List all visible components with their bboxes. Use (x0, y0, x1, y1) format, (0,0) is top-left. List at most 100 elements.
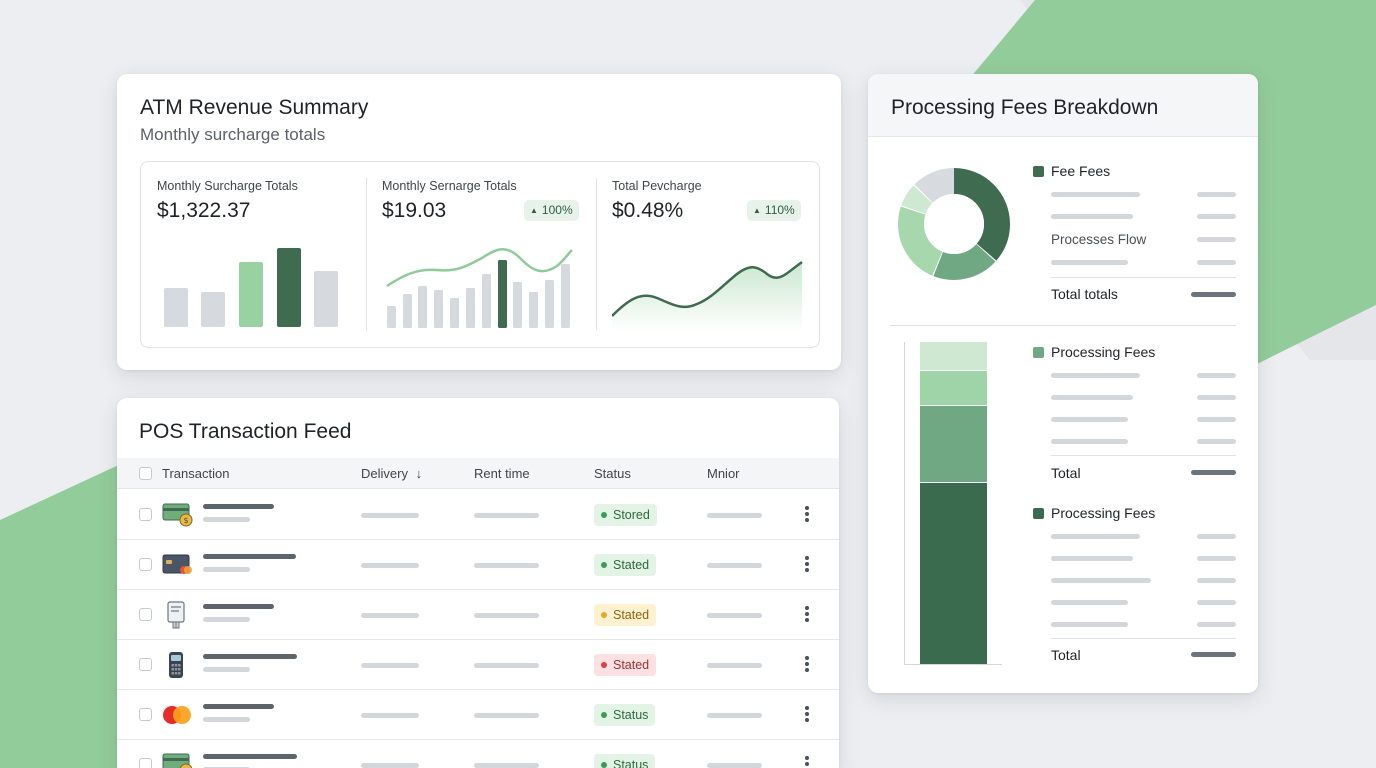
transaction-name (203, 754, 297, 759)
legend-label: Fee Fees (1051, 163, 1111, 179)
fee-item-value (1197, 556, 1236, 561)
minor-value (707, 763, 762, 768)
kpi-sernarge-totals[interactable]: Monthly Sernarge Totals $19.03 ▲ 100% (367, 162, 596, 347)
transaction-name (203, 504, 274, 509)
fees-card-header: Processing Fees Breakdown (868, 74, 1258, 137)
receipt-printer-icon (167, 601, 185, 629)
row-menu-icon[interactable] (804, 756, 810, 768)
transaction-name (203, 704, 274, 709)
status-dot (601, 512, 607, 518)
table-row[interactable]: Status (117, 740, 839, 768)
fee-item-name (1051, 214, 1133, 219)
rent-time-value (474, 713, 539, 718)
fees-card-title: Processing Fees Breakdown (891, 96, 1159, 119)
area-line (612, 261, 803, 317)
table-row[interactable]: Status (117, 690, 839, 740)
table-row[interactable]: Stated (117, 640, 839, 690)
section-total-value (1191, 652, 1236, 657)
svg-text:$: $ (183, 516, 188, 525)
bar (482, 274, 491, 328)
fee-item-name (1051, 556, 1133, 561)
pos-card-title: POS Transaction Feed (139, 420, 352, 443)
bar (201, 292, 225, 327)
column-minor[interactable]: Mnior (707, 466, 740, 481)
mastercard-icon (163, 706, 191, 724)
transaction-detail (203, 717, 250, 722)
status-badge: Status (594, 754, 656, 768)
legend-label: Processing Fees (1051, 505, 1156, 521)
row-menu-icon[interactable] (804, 706, 810, 724)
bar (277, 248, 301, 327)
bar (434, 290, 443, 328)
column-delivery[interactable]: Delivery ↓ (361, 466, 422, 481)
legend-fee-fees[interactable]: Fee Fees (1033, 163, 1110, 179)
row-menu-icon[interactable] (804, 606, 810, 624)
fee-item-name (1051, 373, 1140, 378)
kpi-bar-chart (164, 248, 338, 327)
fee-item-name (1051, 260, 1128, 265)
row-menu-icon[interactable] (804, 656, 810, 674)
bar (403, 294, 412, 328)
status-badge: Status (594, 704, 656, 726)
transaction-name (203, 654, 297, 659)
fee-item-value (1197, 214, 1236, 219)
bar (314, 271, 338, 327)
fee-item-name (1051, 622, 1128, 627)
status-dot (601, 762, 607, 768)
divider (1051, 277, 1236, 278)
section-divider (890, 325, 1236, 326)
bar (513, 282, 522, 328)
column-transaction[interactable]: Transaction (162, 466, 230, 481)
fee-item-name (1051, 192, 1140, 197)
bar (545, 280, 554, 328)
table-row[interactable]: Stated (117, 590, 839, 640)
row-menu-icon[interactable] (804, 556, 810, 574)
fee-item-value (1197, 260, 1236, 265)
column-rent-time[interactable]: Rent time (474, 466, 530, 481)
table-header: Transaction Delivery ↓ Rent time Status … (117, 458, 839, 489)
fee-item-value (1197, 534, 1236, 539)
table-row[interactable]: Stated (117, 540, 839, 590)
status-badge: Stated (594, 654, 657, 676)
pos-terminal-icon (169, 652, 183, 678)
column-status[interactable]: Status (594, 466, 631, 481)
fee-item-value (1197, 439, 1236, 444)
row-checkbox[interactable] (139, 708, 152, 721)
status-badge: Stated (594, 604, 657, 626)
legend-swatch (1033, 508, 1044, 519)
row-checkbox[interactable] (139, 658, 152, 671)
arrow-down-icon: ↓ (415, 466, 423, 481)
divider (1051, 638, 1236, 639)
transaction-name (203, 604, 274, 609)
legend-processing-fees-2[interactable]: Processing Fees (1033, 505, 1155, 521)
kpi-value: $1,322.37 (157, 199, 251, 222)
status-dot (601, 712, 607, 718)
row-checkbox[interactable] (139, 558, 152, 571)
delivery-value (361, 613, 419, 618)
kpi-surcharge-totals[interactable]: Monthly Surcharge Totals $1,322.37 (141, 162, 366, 347)
cash-coin-icon (162, 753, 193, 768)
kpi-label: Monthly Surcharge Totals (157, 179, 298, 193)
row-checkbox[interactable] (139, 758, 152, 768)
kpi-total-pevcharge[interactable]: Total Pevcharge $0.48% ▲ 110% (597, 162, 821, 347)
rent-time-value (474, 663, 539, 668)
row-menu-icon[interactable] (804, 506, 810, 524)
transaction-detail (203, 567, 250, 572)
legend-processing-fees[interactable]: Processing Fees (1033, 344, 1155, 360)
row-checkbox[interactable] (139, 508, 152, 521)
status-dot (601, 662, 607, 668)
table-row[interactable]: $ Stored (117, 490, 839, 540)
row-checkbox[interactable] (139, 608, 152, 621)
bar (466, 288, 475, 328)
rent-time-value (474, 563, 539, 568)
kpi-label: Monthly Sernarge Totals (382, 179, 517, 193)
kpi-combo-chart (386, 248, 573, 328)
atm-card-title: ATM Revenue Summary (140, 96, 369, 119)
section-total-label: Total (1051, 647, 1081, 663)
select-all-checkbox[interactable] (139, 467, 152, 480)
minor-value (707, 613, 762, 618)
minor-value (707, 663, 762, 668)
fee-item-name (1051, 534, 1140, 539)
stack-segment (920, 406, 987, 482)
trend-line (386, 248, 573, 288)
